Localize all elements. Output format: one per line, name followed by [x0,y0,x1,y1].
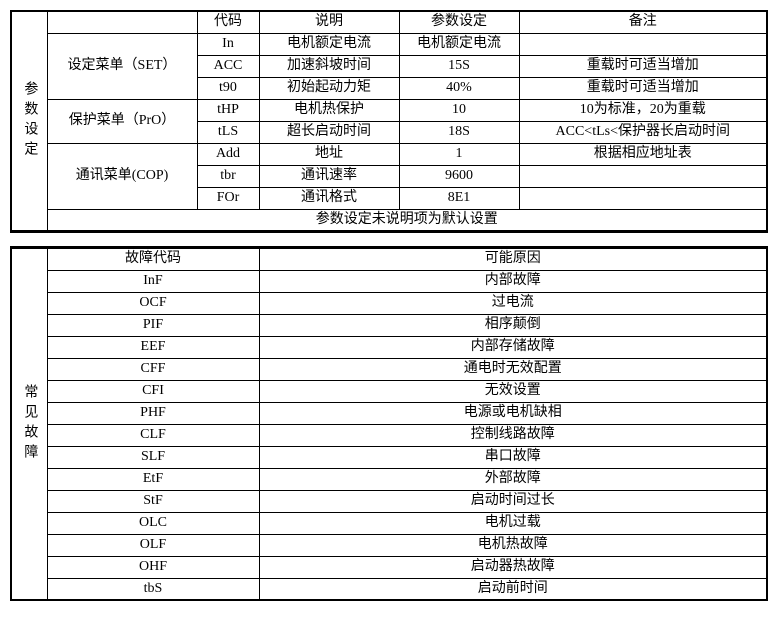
cell-note: 根据相应地址表 [519,143,767,165]
cell-note [519,33,767,55]
fault-code: OLC [47,512,259,534]
cell-desc: 电机热保护 [259,99,399,121]
fault-cause: 电机过载 [259,512,767,534]
cell-param: 40% [399,77,519,99]
fault-code: OLF [47,534,259,556]
cell-desc: 通讯格式 [259,187,399,209]
fault-code: InF [47,270,259,292]
fault-code: tbS [47,578,259,600]
fault-code: CFI [47,380,259,402]
fault-cause: 无效设置 [259,380,767,402]
cell-code: tLS [197,121,259,143]
cell-note [519,165,767,187]
cell-param: 电机额定电流 [399,33,519,55]
menu2-name: 通讯菜单(COP) [47,143,197,209]
header-code: 代码 [197,11,259,33]
header-desc: 说明 [259,11,399,33]
cell-note [519,187,767,209]
cell-param: 10 [399,99,519,121]
menu1-name: 保护菜单（PrO） [47,99,197,143]
spacer [10,233,768,247]
fault-cause: 电源或电机缺相 [259,402,767,424]
cell-desc: 超长启动时间 [259,121,399,143]
fault-code: OCF [47,292,259,314]
fault-cause: 通电时无效配置 [259,358,767,380]
cell-param: 8E1 [399,187,519,209]
cell-desc: 初始起动力矩 [259,77,399,99]
header-param: 参数设定 [399,11,519,33]
blank-cell [47,11,197,33]
fault-cause: 启动时间过长 [259,490,767,512]
section1-label: 参数设定 [11,11,47,231]
cell-desc: 地址 [259,143,399,165]
fault-cause: 外部故障 [259,468,767,490]
header-note: 备注 [519,11,767,33]
fault-header-cause: 可能原因 [259,248,767,270]
cell-code: ACC [197,55,259,77]
fault-cause: 启动前时间 [259,578,767,600]
fault-code: EtF [47,468,259,490]
menu0-name: 设定菜单（SET） [47,33,197,99]
section2-label: 常见故障 [11,248,47,600]
fault-code: EEF [47,336,259,358]
cell-code: Add [197,143,259,165]
fault-cause: 内部存储故障 [259,336,767,358]
fault-cause: 过电流 [259,292,767,314]
cell-param: 18S [399,121,519,143]
document-container: 参数设定 代码 说明 参数设定 备注 设定菜单（SET） In 电机额定电流 电… [10,10,768,601]
fault-cause: 电机热故障 [259,534,767,556]
cell-desc: 加速斜坡时间 [259,55,399,77]
cell-param: 15S [399,55,519,77]
fault-code: OHF [47,556,259,578]
cell-code: t90 [197,77,259,99]
fault-code: CLF [47,424,259,446]
cell-code: In [197,33,259,55]
cell-code: tHP [197,99,259,121]
fault-cause: 内部故障 [259,270,767,292]
fault-code: PHF [47,402,259,424]
fault-code: CFF [47,358,259,380]
cell-code: tbr [197,165,259,187]
fault-table: 常见故障 故障代码 可能原因 InF内部故障 OCF过电流 PIF相序颠倒 EE… [10,247,768,601]
fault-header-code: 故障代码 [47,248,259,270]
fault-code: StF [47,490,259,512]
fault-cause: 串口故障 [259,446,767,468]
cell-code: FOr [197,187,259,209]
cell-note: 10为标准，20为重载 [519,99,767,121]
cell-desc: 电机额定电流 [259,33,399,55]
cell-desc: 通讯速率 [259,165,399,187]
fault-code: PIF [47,314,259,336]
fault-code: SLF [47,446,259,468]
section1-footer: 参数设定未说明项为默认设置 [47,209,767,231]
cell-param: 1 [399,143,519,165]
cell-note: 重载时可适当增加 [519,55,767,77]
cell-param: 9600 [399,165,519,187]
param-setting-table: 参数设定 代码 说明 参数设定 备注 设定菜单（SET） In 电机额定电流 电… [10,10,768,232]
cell-note: ACC<tLs<保护器长启动时间 [519,121,767,143]
cell-note: 重载时可适当增加 [519,77,767,99]
fault-cause: 控制线路故障 [259,424,767,446]
fault-cause: 启动器热故障 [259,556,767,578]
fault-cause: 相序颠倒 [259,314,767,336]
